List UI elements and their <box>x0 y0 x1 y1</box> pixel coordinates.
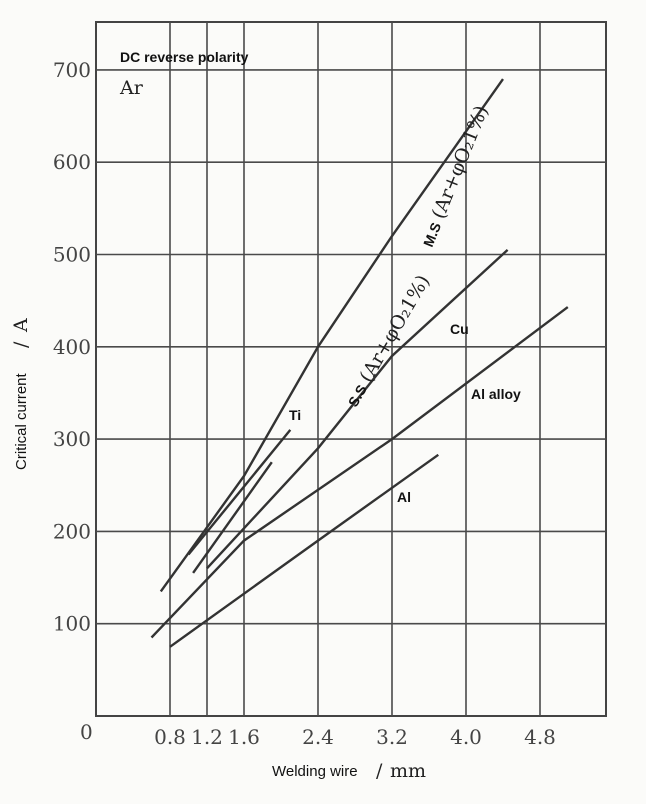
x-axis-label: Welding wire <box>272 763 358 780</box>
series-label-al: Al <box>397 489 411 505</box>
series-line-1 <box>206 249 509 570</box>
series-line-5 <box>169 453 439 648</box>
annotation-mode: DC reverse polarity <box>120 49 249 65</box>
y-axis-separator: / <box>10 341 32 348</box>
series-label-ti: Ti <box>289 407 301 423</box>
y-tick-label: 500 <box>53 243 91 267</box>
y-tick-label: 700 <box>53 58 91 82</box>
x-tick-label: 1.6 <box>228 725 260 749</box>
series-layer <box>150 78 569 648</box>
y-tick-label: 200 <box>53 519 91 543</box>
series-line-2 <box>187 429 292 556</box>
series-label-ss-prefix: S.S <box>345 382 370 410</box>
series-label-ms-prefix: M.S <box>420 220 444 249</box>
series-label-ms: M.S (Ar+φO₂1%) <box>420 102 493 249</box>
x-axis-unit: mm <box>390 760 426 782</box>
x-tick-label: 1.2 <box>191 725 223 749</box>
series-line-3 <box>192 461 273 574</box>
y-axis-label-group: Critical current / A <box>10 318 32 470</box>
x-tick-label: 4.0 <box>450 725 482 749</box>
x-tick-label: 0.8 <box>154 725 186 749</box>
x-tick-label: 3.2 <box>376 725 408 749</box>
annotation-mode-text: DC reverse polarity <box>120 49 249 65</box>
series-label-cu: Cu <box>450 321 469 337</box>
y-tick-label: 100 <box>53 612 91 636</box>
origin-label: 0 <box>80 720 93 744</box>
annotation-gas-text: Ar <box>119 77 144 99</box>
x-tick-label: 4.8 <box>524 725 556 749</box>
grid-layer <box>95 21 607 717</box>
y-axis-unit: A <box>10 318 32 333</box>
y-tick-label: 400 <box>53 335 91 359</box>
series-line-0 <box>159 78 504 593</box>
x-axis-separator: / <box>376 760 383 782</box>
plot-frame <box>95 21 607 717</box>
x-tick-label: 2.4 <box>302 725 334 749</box>
tick-layer: 0.8 1.2 1.6 2.4 3.2 4.0 4.8 100 200 300 400 500 600 7… <box>53 58 556 749</box>
series-label-al-alloy: Al alloy <box>471 386 521 402</box>
y-axis-label: Critical current <box>13 372 30 470</box>
y-tick-label: 300 <box>53 427 91 451</box>
y-tick-label: 600 <box>53 150 91 174</box>
series-line-4 <box>150 306 569 639</box>
